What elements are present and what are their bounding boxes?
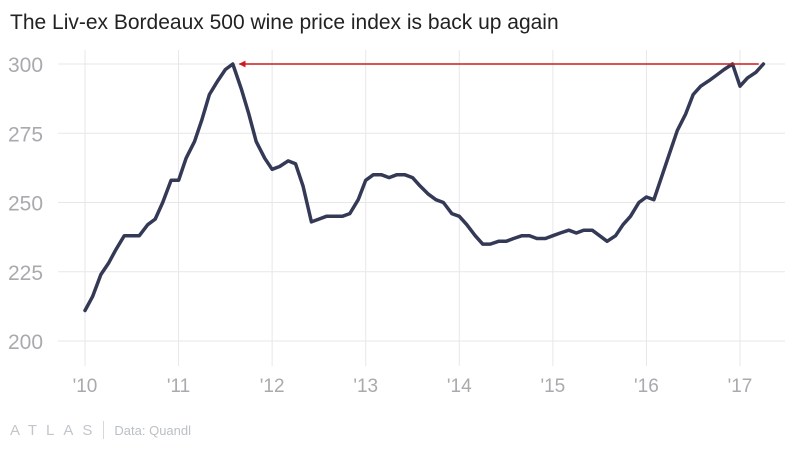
- x-tick-label: '13: [353, 376, 378, 397]
- x-tick-label: '16: [634, 376, 659, 397]
- data-source: Data: Quandl: [114, 422, 192, 438]
- y-tick-label: 225: [8, 262, 43, 285]
- x-tick-label: '14: [447, 376, 472, 397]
- index-series-line: [83, 62, 766, 313]
- x-tick-label: '17: [728, 376, 753, 397]
- gridlines: [58, 50, 785, 366]
- series-layer: [83, 62, 766, 313]
- chart-title: The Liv-ex Bordeaux 500 wine price index…: [10, 11, 559, 34]
- y-tick-label: 200: [8, 331, 43, 354]
- x-tick-label: '15: [540, 376, 565, 397]
- y-axis-ticks: 300 275 250 225 200: [8, 54, 43, 354]
- x-tick-label: '11: [167, 376, 190, 397]
- y-tick-label: 275: [8, 123, 43, 146]
- y-tick-label: 300: [8, 54, 43, 77]
- footer: ATLAS Data: Quandl: [10, 420, 191, 440]
- atlas-logo: ATLAS: [10, 421, 102, 439]
- x-tick-label: '10: [73, 376, 98, 397]
- y-tick-label: 250: [8, 193, 43, 216]
- footer-divider: [103, 421, 105, 439]
- x-axis-ticks: '10 '11 '12 '13 '14 '15 '16 '17: [73, 376, 753, 397]
- x-tick-label: '12: [260, 376, 285, 397]
